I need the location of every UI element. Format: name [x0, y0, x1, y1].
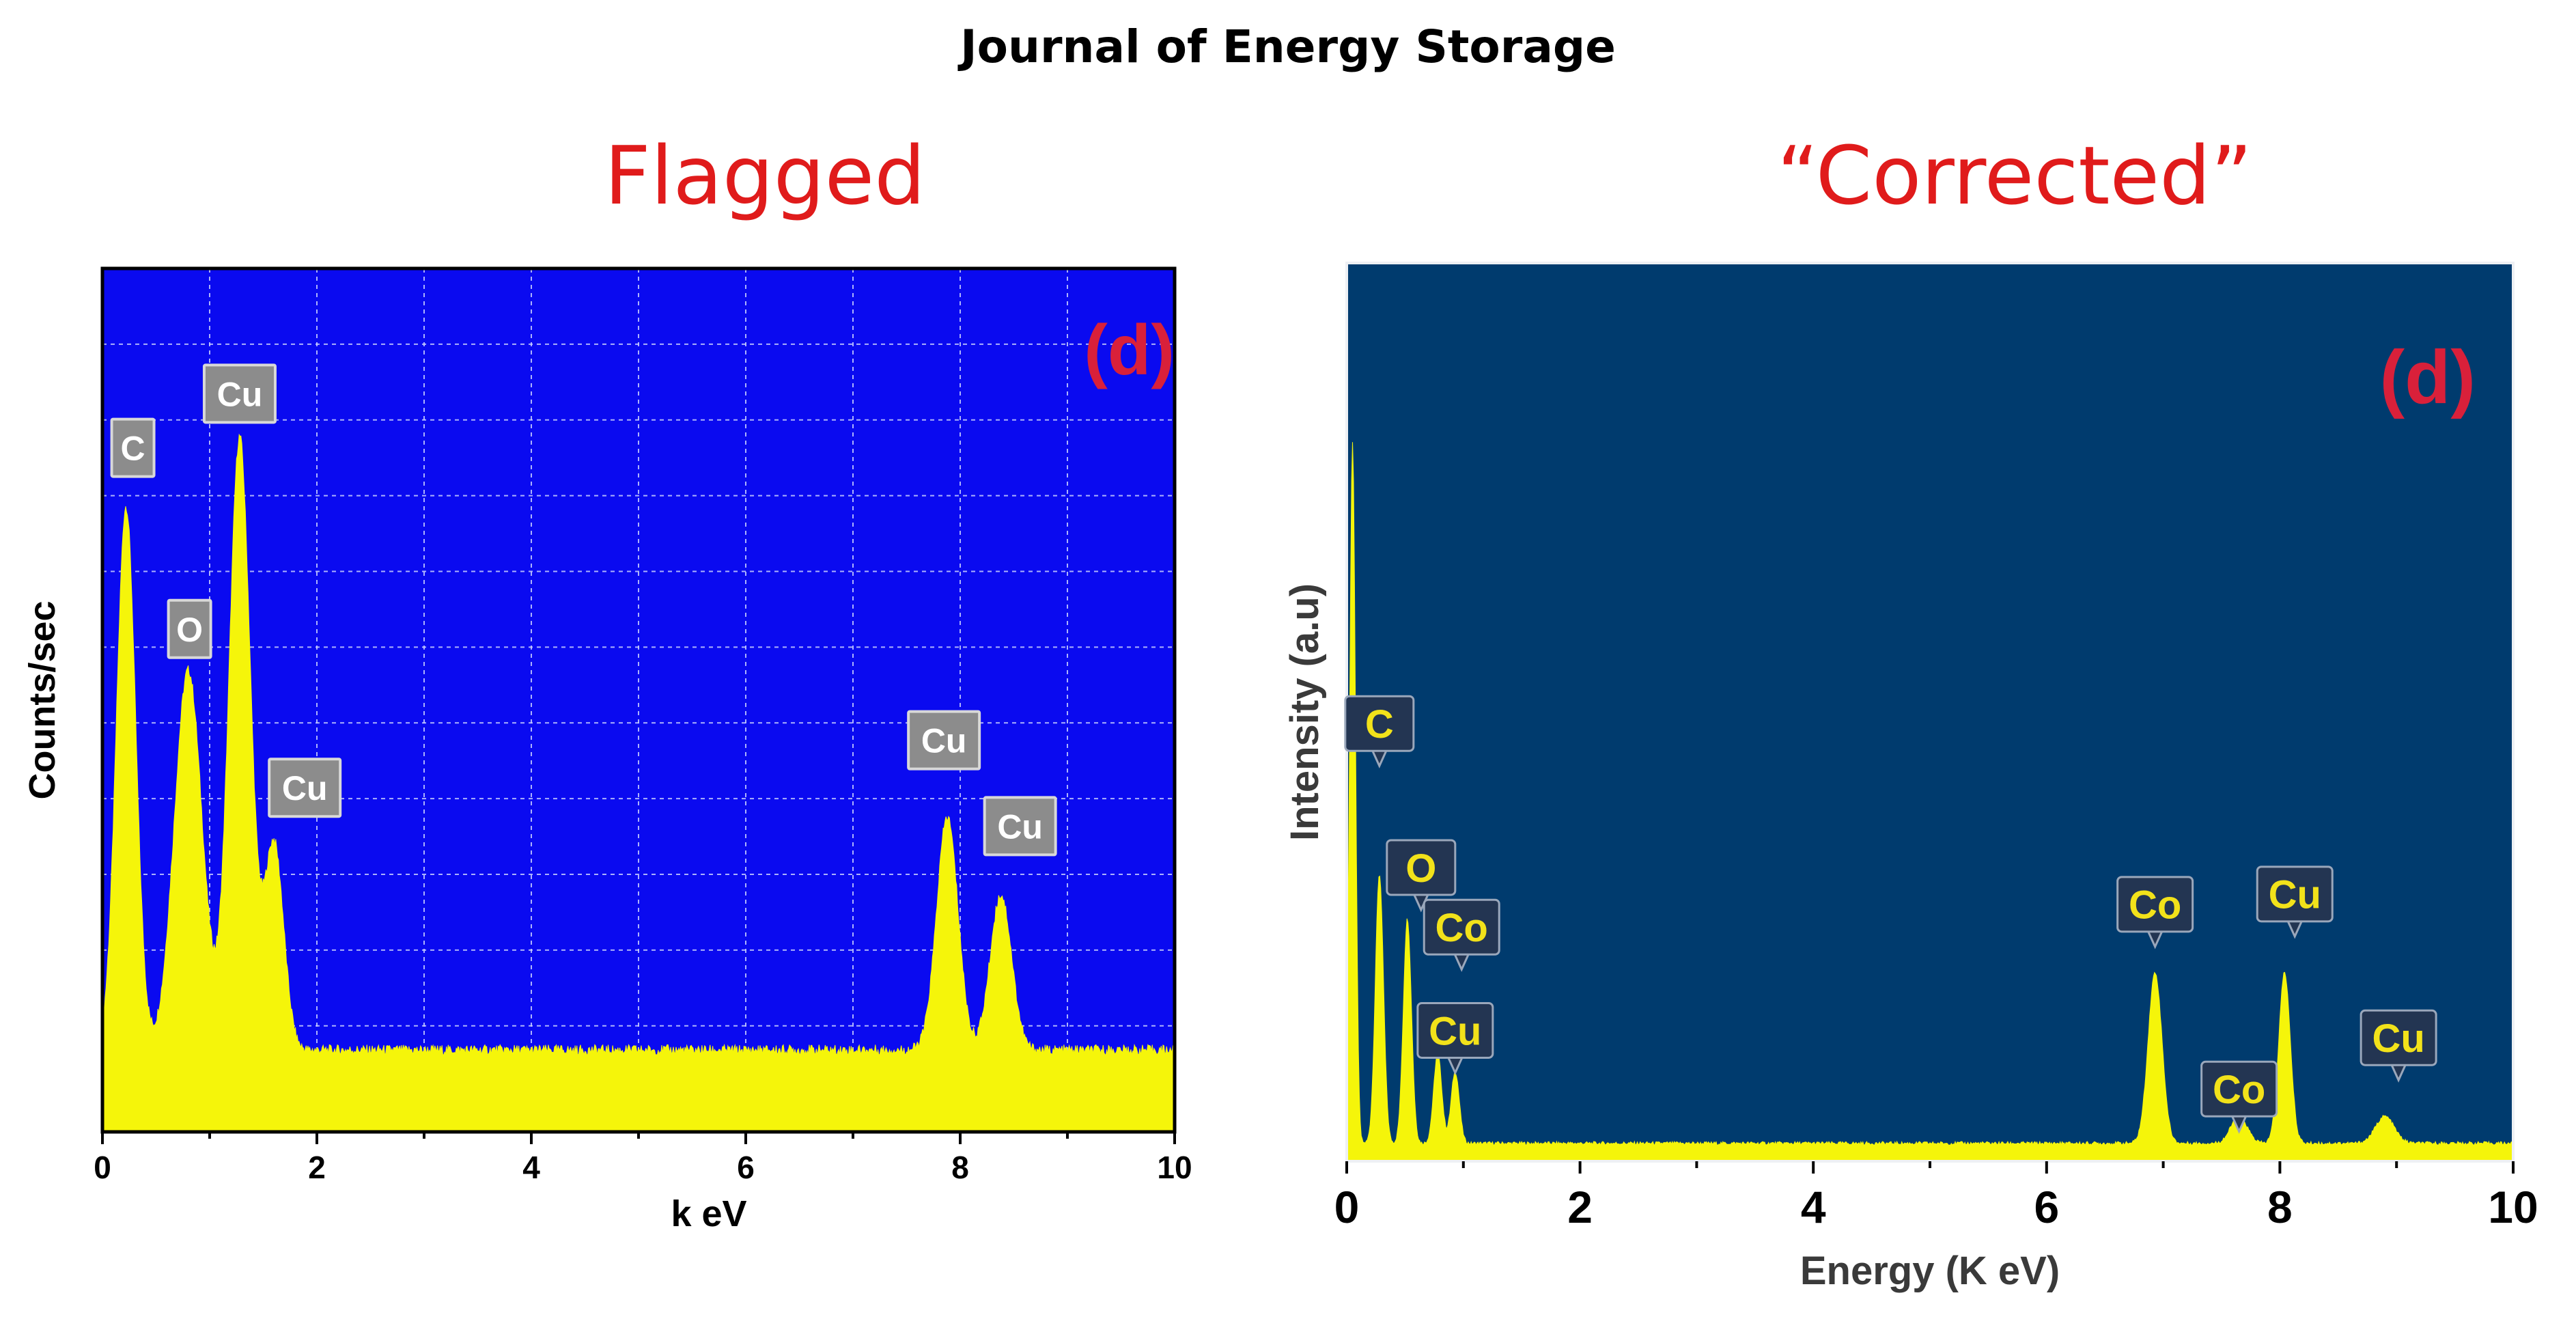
page-title: Journal of Energy Storage: [960, 20, 1616, 73]
peak-label-cu: Cu: [268, 758, 342, 818]
label-box: [268, 758, 342, 818]
callout-pointer: [1447, 1057, 1464, 1076]
label-text: C: [1365, 702, 1394, 747]
peak-label-o: O: [167, 598, 212, 659]
label-box: [2256, 865, 2334, 923]
callout-pointer: [2390, 1064, 2407, 1083]
peak-label-cu: Cu: [1416, 1001, 1494, 1076]
peak-label-co: Co: [1423, 898, 1500, 972]
label-text: O: [176, 611, 203, 649]
y-axis-title: Intensity (a.u): [1283, 583, 1327, 841]
spectrum-area: [102, 433, 1175, 1133]
plot-area: [1347, 263, 2513, 1161]
label-text: O: [1405, 846, 1436, 891]
x-axis-title: Energy (K eV): [1800, 1249, 2060, 1293]
label-text: Co: [2213, 1068, 2265, 1112]
peak-label-cu: Cu: [202, 363, 277, 424]
label-box: [983, 796, 1057, 857]
peak-label-cu: Cu: [2360, 1009, 2437, 1083]
label-box: [167, 598, 212, 659]
x-axis-title: k eV: [671, 1193, 746, 1234]
callout-pointer: [2286, 921, 2303, 939]
label-text: Cu: [2269, 873, 2321, 917]
y-axis-title: Counts/sec: [22, 600, 63, 799]
x-tick-label: 2: [1567, 1182, 1593, 1232]
label-box: [1423, 898, 1500, 956]
label-text: Cu: [997, 807, 1043, 846]
label-box: [907, 710, 981, 771]
x-tick-label: 8: [2267, 1182, 2293, 1232]
x-tick-label: 8: [951, 1150, 969, 1185]
x-tick-label: 2: [308, 1150, 326, 1185]
x-tick-label: 6: [737, 1150, 755, 1185]
label-box: [2200, 1060, 2278, 1118]
label-text: Cu: [2372, 1016, 2424, 1061]
label-box: [110, 417, 156, 478]
callout-pointer: [1371, 750, 1388, 768]
callout-pointer: [1453, 954, 1470, 972]
label-text: Cu: [921, 722, 967, 760]
x-tick-label: 0: [94, 1150, 111, 1185]
spectrum-area: [1346, 442, 2514, 1162]
corrected-heading: “Corrected”: [1776, 128, 2253, 223]
label-text: Cu: [282, 769, 328, 807]
callout-pointer: [2147, 931, 2164, 949]
x-tick-label: 0: [1334, 1182, 1360, 1232]
label-box: [1386, 839, 1457, 896]
peak-label-cu: Cu: [907, 710, 981, 771]
label-box: [202, 363, 277, 424]
x-tick-label: 4: [522, 1150, 540, 1185]
label-text: Co: [2129, 883, 2181, 928]
peak-label-cu: Cu: [2256, 865, 2334, 939]
peak-label-o: O: [1386, 839, 1457, 913]
label-box: [2360, 1009, 2437, 1066]
x-tick-label: 10: [1157, 1150, 1192, 1185]
label-box: [2116, 876, 2194, 933]
peak-label-co: Co: [2116, 876, 2194, 949]
panel-letter: (d): [2380, 335, 2476, 419]
x-tick-label: 6: [2034, 1182, 2059, 1232]
peak-label-c: C: [110, 417, 156, 478]
flagged-heading: Flagged: [604, 128, 926, 223]
label-text: C: [120, 430, 145, 468]
x-tick-label: 10: [2488, 1182, 2538, 1232]
panel-letter: (d): [1084, 311, 1175, 390]
label-text: Cu: [1429, 1009, 1481, 1053]
callout-pointer: [2231, 1115, 2247, 1134]
label-text: Co: [1436, 906, 1488, 950]
peak-label-c: C: [1344, 695, 1415, 768]
label-box: [1344, 695, 1415, 752]
peak-label-cu: Cu: [983, 796, 1057, 857]
label-box: [1416, 1001, 1494, 1059]
peak-label-co: Co: [2200, 1060, 2278, 1134]
label-text: Cu: [217, 375, 263, 413]
x-tick-label: 4: [1801, 1182, 1826, 1232]
